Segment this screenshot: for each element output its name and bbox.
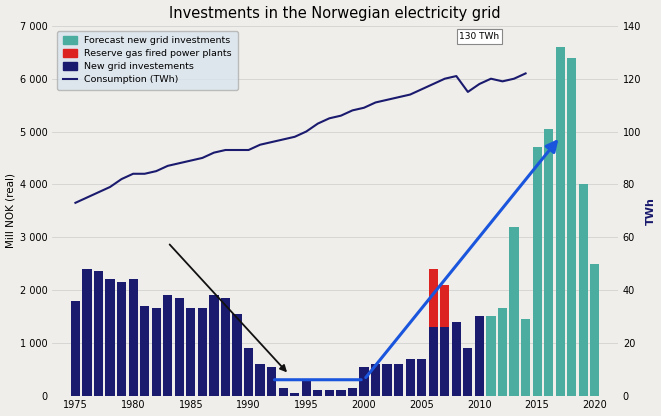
Bar <box>417 359 426 396</box>
Bar <box>440 327 449 396</box>
Bar <box>544 129 553 396</box>
Bar <box>578 184 588 396</box>
Bar <box>140 306 149 396</box>
Bar <box>428 327 438 396</box>
Bar <box>360 366 369 396</box>
Bar <box>533 147 542 396</box>
Bar <box>510 227 519 396</box>
Bar <box>590 264 600 396</box>
Bar <box>244 348 253 396</box>
Bar <box>371 364 380 396</box>
Bar <box>163 295 173 396</box>
Bar <box>486 322 496 396</box>
Bar <box>556 47 564 396</box>
Bar <box>348 388 357 396</box>
Bar <box>221 298 230 396</box>
Bar <box>256 364 264 396</box>
Bar <box>105 280 114 396</box>
Bar <box>567 57 576 396</box>
Bar <box>128 280 137 396</box>
Y-axis label: Mill NOK (real): Mill NOK (real) <box>5 173 16 248</box>
Bar <box>428 269 438 327</box>
Bar <box>117 282 126 396</box>
Bar <box>313 390 323 396</box>
Bar <box>94 272 103 396</box>
Bar <box>486 316 496 396</box>
Bar <box>83 269 92 396</box>
Bar <box>498 308 507 396</box>
Bar <box>475 316 484 396</box>
Legend: Forecast new grid investments, Reserve gas fired power plants, New grid investem: Forecast new grid investments, Reserve g… <box>57 31 238 90</box>
Bar <box>325 390 334 396</box>
Bar <box>71 300 80 396</box>
Bar <box>463 348 473 396</box>
Bar <box>290 393 299 396</box>
Bar <box>210 295 219 396</box>
Y-axis label: TWh: TWh <box>645 197 656 225</box>
Bar <box>440 285 449 327</box>
Text: 130 TWh: 130 TWh <box>459 32 500 41</box>
Bar <box>451 322 461 396</box>
Bar <box>406 359 414 396</box>
Bar <box>521 319 530 396</box>
Bar <box>151 308 161 396</box>
Bar <box>336 390 346 396</box>
Title: Investments in the Norwegian electricity grid: Investments in the Norwegian electricity… <box>169 5 501 20</box>
Bar <box>186 308 196 396</box>
Bar <box>278 388 288 396</box>
Bar <box>175 298 184 396</box>
Bar <box>233 314 242 396</box>
Bar <box>394 364 403 396</box>
Bar <box>301 380 311 396</box>
Bar <box>383 364 392 396</box>
Bar <box>267 366 276 396</box>
Bar <box>198 308 207 396</box>
